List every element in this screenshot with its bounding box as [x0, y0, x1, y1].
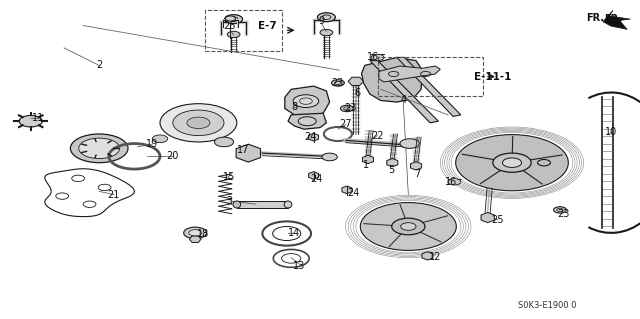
- Text: 1: 1: [363, 160, 369, 170]
- Circle shape: [371, 54, 384, 61]
- Text: 21: 21: [108, 189, 120, 200]
- Text: 17: 17: [237, 145, 250, 155]
- Circle shape: [344, 195, 472, 258]
- Text: 25: 25: [492, 215, 504, 225]
- Polygon shape: [481, 212, 494, 223]
- Text: 23: 23: [557, 209, 570, 219]
- Circle shape: [438, 126, 586, 199]
- Circle shape: [189, 230, 202, 236]
- Text: 2: 2: [96, 60, 102, 70]
- Circle shape: [184, 227, 207, 239]
- Circle shape: [160, 104, 237, 142]
- Text: 26: 26: [223, 20, 236, 31]
- Polygon shape: [308, 172, 319, 179]
- Polygon shape: [453, 128, 506, 196]
- Text: 15: 15: [223, 172, 236, 182]
- Polygon shape: [379, 66, 440, 82]
- Circle shape: [392, 218, 425, 235]
- Polygon shape: [285, 86, 330, 116]
- Circle shape: [401, 223, 416, 230]
- Polygon shape: [288, 113, 326, 129]
- Circle shape: [187, 117, 210, 129]
- Circle shape: [400, 139, 419, 148]
- Bar: [237, 201, 288, 208]
- Circle shape: [227, 31, 240, 38]
- Text: FR.: FR.: [604, 14, 622, 24]
- Text: 6: 6: [354, 87, 360, 98]
- Circle shape: [554, 207, 566, 213]
- Polygon shape: [362, 155, 374, 164]
- Circle shape: [173, 110, 224, 136]
- Ellipse shape: [233, 201, 241, 208]
- Text: 4: 4: [400, 95, 406, 106]
- Polygon shape: [348, 77, 364, 85]
- Text: E-7: E-7: [258, 20, 277, 31]
- Polygon shape: [370, 61, 438, 123]
- Circle shape: [317, 13, 335, 22]
- Polygon shape: [603, 10, 630, 29]
- Text: S0K3-E1900 0: S0K3-E1900 0: [518, 301, 577, 310]
- Text: 11: 11: [32, 113, 45, 123]
- Text: 13: 13: [293, 261, 306, 271]
- Text: 22: 22: [371, 130, 384, 141]
- Text: FR.: FR.: [586, 12, 604, 23]
- Circle shape: [225, 15, 243, 24]
- Text: 12: 12: [429, 252, 442, 262]
- Ellipse shape: [284, 201, 292, 208]
- Text: 16: 16: [367, 52, 380, 62]
- Circle shape: [19, 115, 42, 127]
- Text: 7: 7: [414, 169, 420, 179]
- Circle shape: [456, 135, 568, 191]
- Circle shape: [214, 137, 234, 147]
- Circle shape: [448, 179, 461, 185]
- Circle shape: [298, 117, 316, 126]
- Polygon shape: [422, 252, 433, 260]
- Text: 3: 3: [226, 196, 232, 206]
- Circle shape: [502, 158, 522, 167]
- Circle shape: [360, 203, 456, 250]
- Circle shape: [538, 160, 550, 166]
- Text: 16: 16: [445, 177, 458, 188]
- Text: 27: 27: [339, 119, 352, 130]
- Bar: [205, 10, 282, 51]
- Text: 24: 24: [347, 188, 360, 198]
- Polygon shape: [410, 162, 422, 170]
- Text: 5: 5: [388, 165, 395, 175]
- Text: 24: 24: [310, 174, 323, 184]
- Polygon shape: [397, 57, 461, 116]
- Text: 19: 19: [146, 139, 159, 149]
- Circle shape: [225, 16, 236, 21]
- Circle shape: [322, 153, 337, 161]
- Circle shape: [79, 138, 120, 159]
- Polygon shape: [387, 159, 398, 167]
- Text: E-11-1: E-11-1: [474, 71, 511, 82]
- Text: 8: 8: [291, 102, 298, 112]
- Polygon shape: [134, 89, 253, 150]
- Circle shape: [340, 105, 353, 112]
- Bar: [378, 57, 483, 96]
- Circle shape: [332, 80, 344, 86]
- Text: 9: 9: [318, 16, 324, 26]
- Text: 10: 10: [605, 127, 618, 137]
- Text: 23: 23: [332, 78, 344, 88]
- Polygon shape: [362, 57, 422, 102]
- Circle shape: [320, 29, 333, 36]
- Circle shape: [70, 134, 128, 163]
- Polygon shape: [236, 144, 260, 162]
- Polygon shape: [342, 186, 352, 194]
- Text: 20: 20: [166, 151, 179, 161]
- Polygon shape: [308, 133, 319, 141]
- Polygon shape: [189, 236, 201, 242]
- Circle shape: [293, 95, 319, 108]
- Circle shape: [152, 135, 168, 143]
- Text: 24: 24: [304, 132, 317, 142]
- Circle shape: [493, 153, 531, 172]
- Text: 18: 18: [197, 228, 210, 239]
- Text: 23: 23: [344, 103, 357, 114]
- Text: 14: 14: [288, 228, 301, 238]
